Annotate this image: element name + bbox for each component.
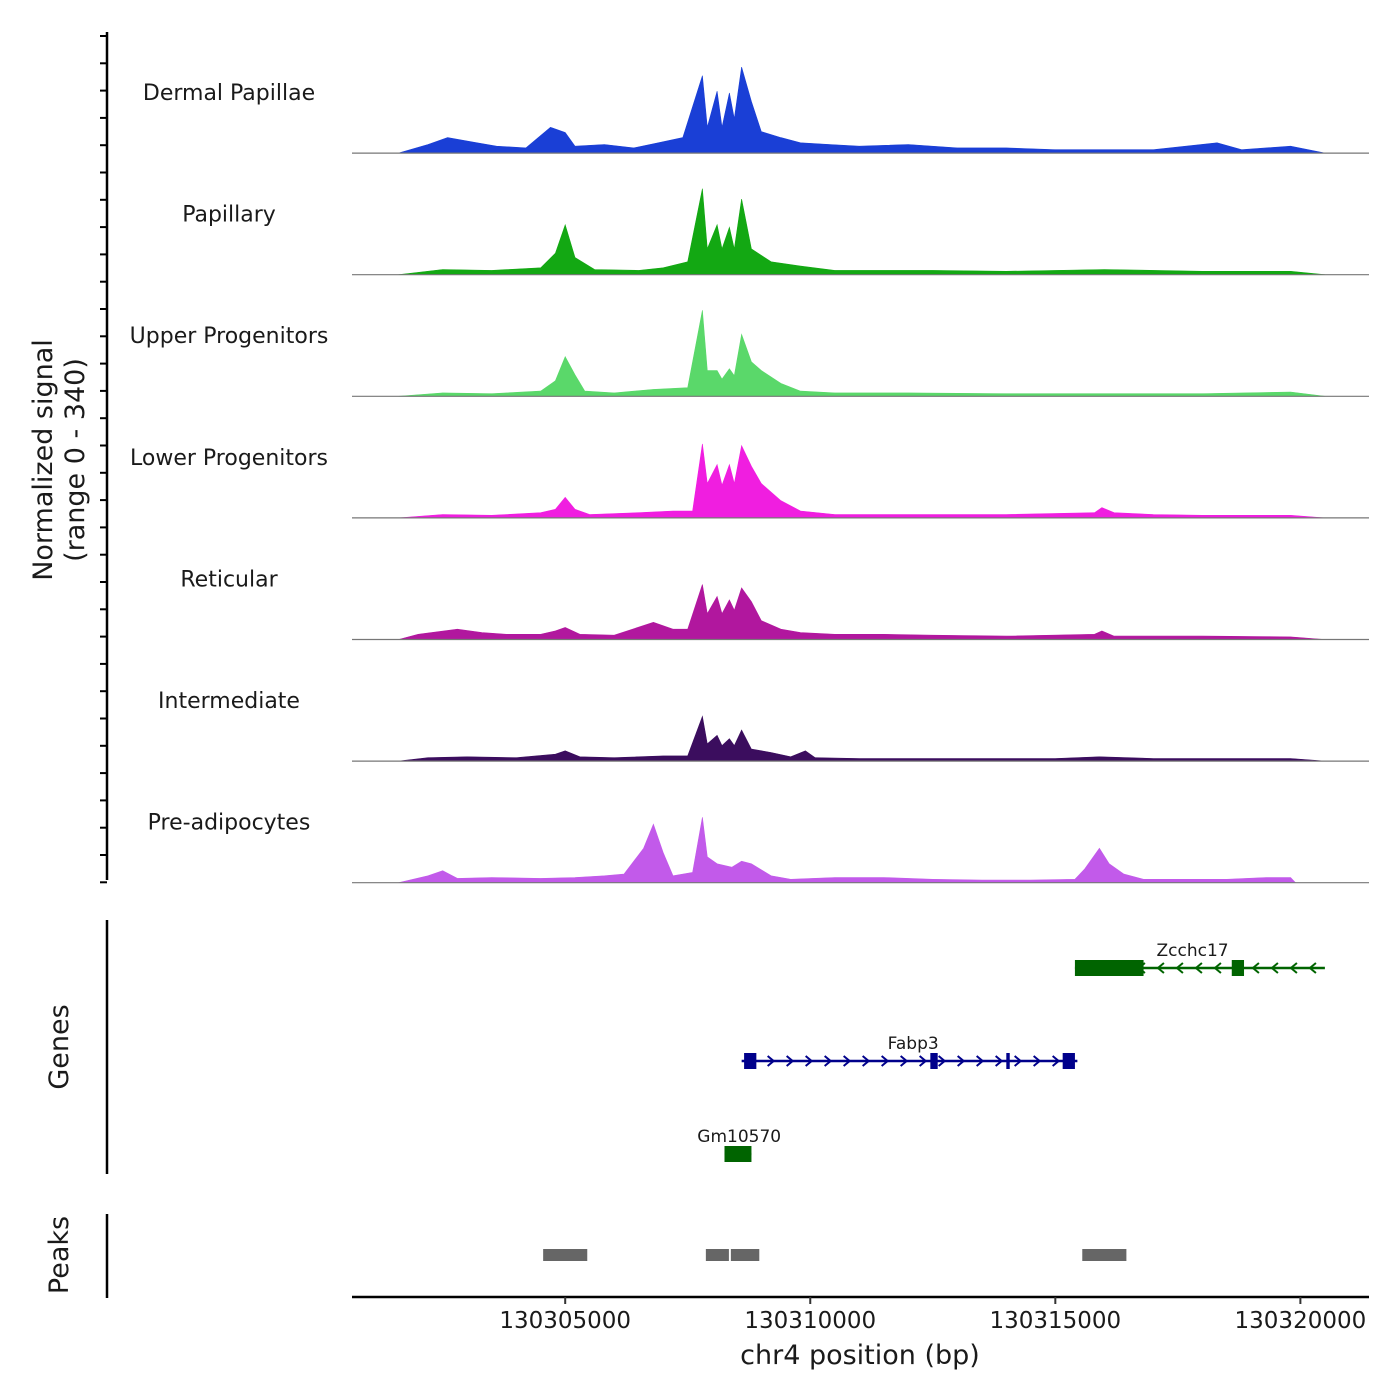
signal-area bbox=[398, 310, 1325, 397]
gene-gm10570: Gm10570 bbox=[697, 1127, 781, 1162]
strand-arrow bbox=[957, 1055, 966, 1067]
signal-area bbox=[398, 817, 1297, 883]
x-axis-label: chr4 position (bp) bbox=[740, 1340, 980, 1371]
strand-arrow bbox=[919, 1055, 928, 1067]
signal-area bbox=[398, 67, 1325, 154]
strand-arrow bbox=[862, 1055, 871, 1067]
gene-label: Zcchc17 bbox=[1157, 941, 1229, 961]
track-reticular: Reticular bbox=[180, 567, 1369, 641]
gene-zcchc17: Zcchc17 bbox=[1074, 941, 1325, 976]
signal-area bbox=[398, 584, 1325, 640]
strand-arrow bbox=[900, 1055, 909, 1067]
peak bbox=[1082, 1249, 1127, 1261]
x-tick-label: 130320000 bbox=[1235, 1308, 1367, 1334]
track-upper-progenitors: Upper Progenitors bbox=[130, 310, 1369, 397]
strand-arrow bbox=[1156, 962, 1165, 974]
exon bbox=[1062, 1053, 1075, 1069]
track-label: Pre-adipocytes bbox=[148, 811, 311, 836]
signal-y-axis-ticks bbox=[100, 35, 107, 884]
exon bbox=[1231, 960, 1245, 976]
signal-area bbox=[398, 715, 1325, 762]
x-tick-label: 130305000 bbox=[499, 1308, 631, 1334]
strand-arrow bbox=[1270, 962, 1279, 974]
exon bbox=[1006, 1053, 1010, 1069]
strand-arrow bbox=[938, 1055, 947, 1067]
gene-fabp3: Fabp3 bbox=[741, 1034, 1078, 1069]
y-axis-label-line2: (range 0 - 340) bbox=[60, 358, 91, 562]
y-axis-label-line1: Normalized signal bbox=[28, 339, 59, 581]
signal-area bbox=[398, 443, 1325, 519]
track-label: Papillary bbox=[182, 203, 276, 228]
strand-arrow bbox=[1194, 962, 1203, 974]
strand-arrow bbox=[843, 1055, 852, 1067]
strand-arrow bbox=[1213, 962, 1222, 974]
exon bbox=[724, 1146, 752, 1162]
peak bbox=[543, 1249, 588, 1261]
track-label: Upper Progenitors bbox=[130, 324, 329, 349]
x-tick-label: 130315000 bbox=[989, 1308, 1121, 1334]
strand-arrow bbox=[1052, 1055, 1061, 1067]
strand-arrow bbox=[786, 1055, 795, 1067]
strand-arrow bbox=[805, 1055, 814, 1067]
strand-arrow bbox=[995, 1055, 1004, 1067]
peak bbox=[730, 1249, 760, 1261]
track-lower-progenitors: Lower Progenitors bbox=[130, 443, 1369, 519]
track-intermediate: Intermediate bbox=[158, 689, 1369, 762]
track-pre-adipocytes: Pre-adipocytes bbox=[148, 811, 1369, 884]
gene-annotation-track: Zcchc17 Fabp3 Gm10570 bbox=[697, 941, 1325, 1162]
strand-arrow bbox=[1033, 1055, 1042, 1067]
track-dermal-papillae: Dermal Papillae bbox=[143, 67, 1369, 154]
genes-panel-label: Genes bbox=[44, 1004, 75, 1089]
x-tick-label: 130310000 bbox=[744, 1308, 876, 1334]
x-axis-ticks: 130305000 130310000 130315000 130320000 bbox=[499, 1297, 1366, 1334]
track-label: Intermediate bbox=[158, 689, 300, 714]
signal-area bbox=[398, 188, 1325, 275]
track-label: Reticular bbox=[180, 567, 278, 592]
gene-label: Fabp3 bbox=[888, 1034, 939, 1054]
strand-arrow bbox=[976, 1055, 985, 1067]
peaks-panel-label: Peaks bbox=[44, 1216, 75, 1294]
exon bbox=[930, 1053, 938, 1069]
strand-arrow bbox=[824, 1055, 833, 1067]
track-label: Dermal Papillae bbox=[143, 81, 315, 106]
exon bbox=[1074, 960, 1144, 976]
track-papillary: Papillary bbox=[182, 188, 1369, 276]
strand-arrow bbox=[1175, 962, 1184, 974]
strand-arrow bbox=[1289, 962, 1298, 974]
exon bbox=[744, 1053, 757, 1069]
strand-arrow bbox=[767, 1055, 776, 1067]
signal-tracks: Dermal Papillae Papillary Upper Progenitor… bbox=[130, 67, 1369, 884]
strand-arrow bbox=[1014, 1055, 1023, 1067]
peak-track bbox=[543, 1249, 1127, 1261]
strand-arrow bbox=[1251, 962, 1260, 974]
strand-arrow bbox=[1308, 962, 1317, 974]
gene-label: Gm10570 bbox=[697, 1127, 781, 1147]
strand-arrow bbox=[881, 1055, 890, 1067]
peak bbox=[705, 1249, 729, 1261]
track-label: Lower Progenitors bbox=[130, 446, 328, 471]
